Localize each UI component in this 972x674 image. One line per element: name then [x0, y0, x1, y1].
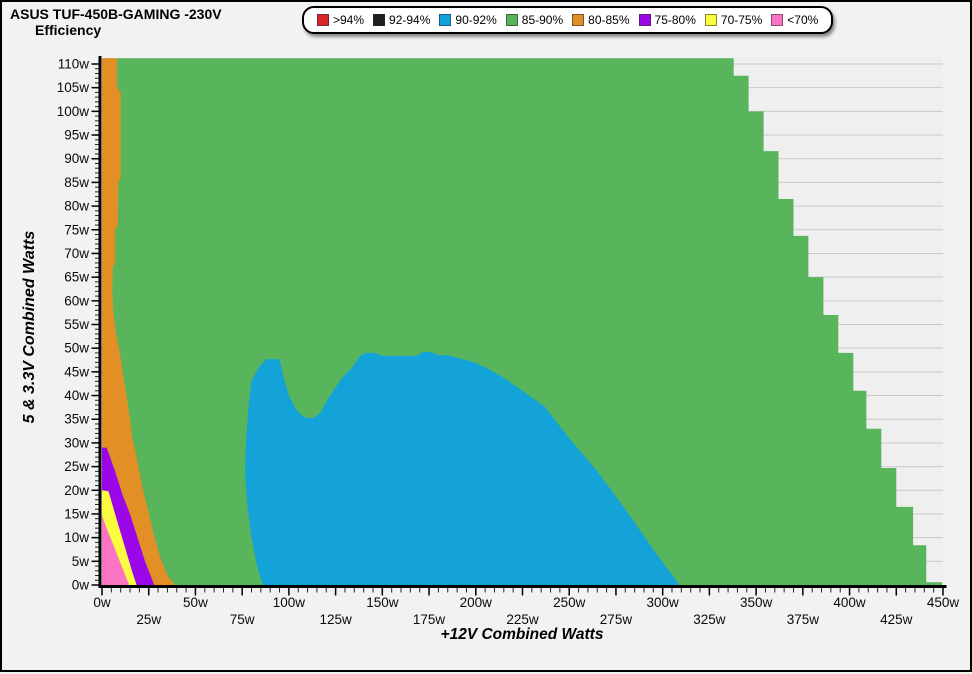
tick-label: 35w: [64, 412, 89, 427]
legend-label: 92-94%: [389, 13, 431, 27]
legend-swatch: [439, 14, 452, 26]
legend-item: 92-94%: [373, 13, 430, 27]
legend-item: 80-85%: [572, 13, 630, 27]
tick-label: 5w: [72, 554, 90, 569]
legend: >94% 92-94% 90-92% 85-90% 80-85% 75-80% 70-75%…: [302, 6, 834, 34]
tick-label: 275w: [600, 612, 633, 627]
tick-label: 50w: [64, 341, 89, 356]
legend-item: <70%: [771, 13, 818, 27]
tick-label: 225w: [506, 612, 539, 627]
x-axis-title: +12V Combined Watts: [440, 626, 604, 643]
tick-label: 75w: [230, 612, 255, 627]
tick-label: 175w: [413, 612, 446, 627]
tick-label: 85w: [64, 175, 89, 190]
tick-label: 200w: [460, 595, 493, 610]
legend-item: 75-80%: [638, 13, 696, 27]
tick-label: 90w: [64, 151, 89, 166]
tick-label: 105w: [57, 80, 90, 95]
tick-label: 40w: [64, 388, 89, 403]
tick-label: 300w: [647, 595, 680, 610]
legend-item: >94%: [317, 13, 364, 27]
tick-label: 80w: [64, 199, 89, 214]
x-axis-line: [98, 585, 947, 588]
chart-title: ASUS TUF-450B-GAMING -230V: [10, 6, 222, 22]
region-under70pct: [102, 514, 130, 585]
tick-label: 125w: [319, 612, 352, 627]
region-90-92pct-blob: [245, 352, 680, 585]
tick-label: 20w: [64, 483, 89, 498]
tick-label: 0w: [72, 578, 90, 593]
tick-label: 10w: [64, 530, 89, 545]
legend-swatch: [373, 14, 386, 26]
y-axis-line: [98, 56, 102, 588]
tick-label: 95w: [64, 128, 89, 143]
tick-label: 100w: [57, 104, 90, 119]
tick-label: 60w: [64, 293, 89, 308]
tick-label: 45w: [64, 364, 89, 379]
tick-label: 100w: [273, 595, 306, 610]
tick-label: 0w: [93, 595, 111, 610]
legend-swatch: [505, 14, 518, 26]
legend-label: 70-75%: [720, 13, 763, 27]
legend-swatch: [638, 14, 651, 26]
legend-swatch: [317, 14, 329, 26]
tick-label: 75w: [64, 222, 89, 237]
legend-label: 90-92%: [455, 13, 497, 27]
legend-item: 90-92%: [439, 13, 497, 27]
tick-label: 70w: [64, 246, 89, 261]
tick-label: 150w: [366, 595, 399, 610]
tick-label: 110w: [58, 57, 90, 72]
tick-label: 15w: [64, 506, 89, 521]
region-80-85pct-band: [102, 58, 175, 586]
tick-label: 350w: [740, 595, 773, 610]
tick-label: 250w: [553, 595, 586, 610]
tick-label: 65w: [64, 270, 89, 285]
tick-label: 55w: [64, 317, 89, 332]
legend-swatch: [572, 14, 585, 26]
tick-label: 30w: [64, 435, 89, 450]
legend-label: 75-80%: [654, 13, 696, 27]
legend-label: 80-85%: [588, 13, 630, 27]
tick-label: 25w: [64, 459, 89, 474]
y-axis-title: 5 & 3.3V Combined Watts: [21, 230, 38, 424]
tick-label: 25w: [136, 612, 161, 627]
legend-item: 85-90%: [505, 13, 564, 27]
legend-swatch: [771, 14, 784, 26]
tick-label: 425w: [880, 612, 913, 627]
legend-label: 85-90%: [521, 13, 564, 27]
tick-label: 450w: [927, 595, 960, 610]
legend-swatch: [704, 14, 717, 26]
tick-label: 375w: [787, 612, 820, 627]
tick-label: 400w: [833, 595, 866, 610]
legend-item: 70-75%: [704, 13, 763, 27]
tick-label: 50w: [183, 595, 208, 610]
tick-label: 325w: [693, 612, 726, 627]
legend-label: <70%: [787, 13, 819, 27]
chart-subtitle: Efficiency: [35, 22, 102, 38]
legend-label: >94%: [333, 13, 365, 27]
